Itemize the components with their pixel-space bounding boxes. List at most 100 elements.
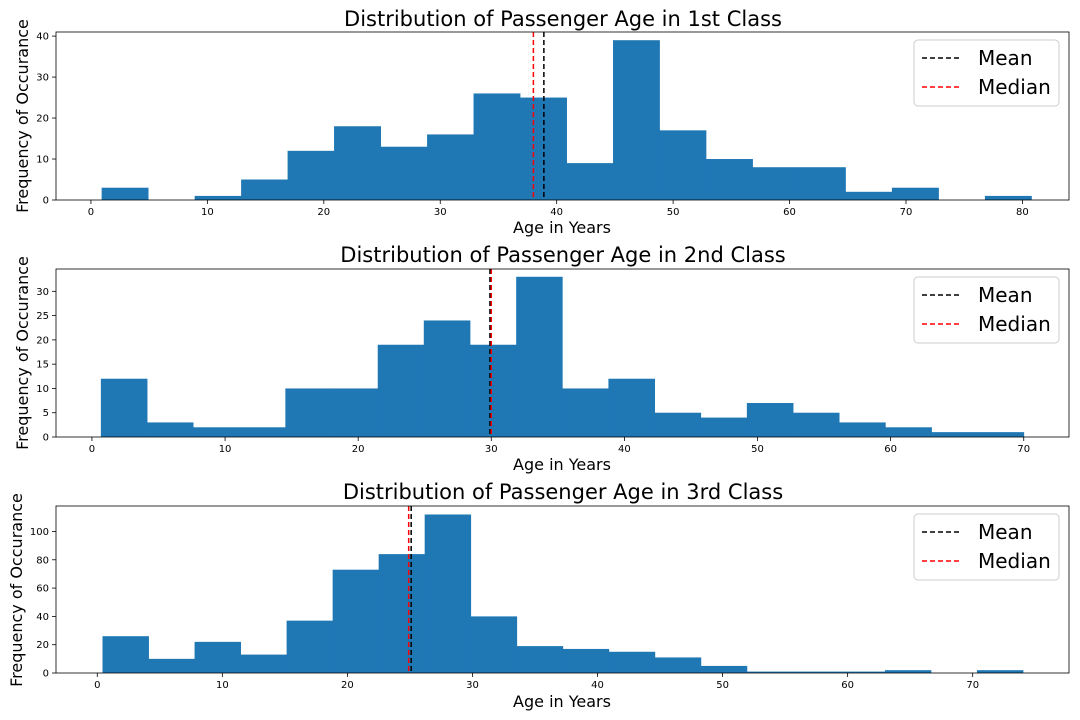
- histogram-bar: [147, 422, 194, 437]
- y-tick-label: 30: [36, 73, 49, 84]
- histogram-bar: [240, 654, 288, 673]
- y-tick-label: 80: [36, 555, 49, 566]
- x-axis-label: Age in Years: [513, 218, 611, 237]
- histogram-bar: [423, 320, 471, 437]
- x-tick-label: 40: [591, 680, 604, 691]
- histogram-bar: [746, 403, 794, 437]
- histogram-bar: [287, 150, 335, 200]
- histogram-bar: [798, 167, 846, 200]
- y-tick-label: 20: [36, 114, 49, 125]
- y-tick-label: 10: [36, 155, 49, 166]
- histogram-bar: [469, 344, 517, 437]
- x-tick-label: 40: [618, 444, 631, 455]
- histogram-bar: [845, 191, 893, 200]
- histogram-bar: [380, 146, 428, 200]
- histogram-bar: [700, 417, 748, 437]
- plot-frame: [55, 268, 1070, 438]
- histogram-bar: [654, 657, 702, 673]
- x-tick-label: 10: [201, 207, 214, 218]
- y-axis-label: Frequency of Occurance: [7, 493, 26, 687]
- x-tick-label: 40: [550, 207, 563, 218]
- histogram-bar: [101, 187, 149, 200]
- y-tick-label: 100: [30, 527, 49, 538]
- y-tick-label: 5: [43, 408, 49, 419]
- y-tick-label: 60: [36, 584, 49, 595]
- histogram-bar: [891, 187, 939, 200]
- x-tick-label: 80: [1016, 207, 1029, 218]
- x-tick-label: 0: [89, 444, 95, 455]
- y-axis-label: Frequency of Occurance: [13, 256, 32, 450]
- x-tick-label: 60: [884, 444, 897, 455]
- x-tick-label: 50: [751, 444, 764, 455]
- histogram-bar: [700, 665, 748, 673]
- legend: Mean Median: [913, 513, 1060, 581]
- histogram-bar: [839, 422, 886, 437]
- legend-mean-label: Mean: [978, 46, 1033, 70]
- y-tick-label: 25: [36, 311, 49, 322]
- histogram-bar: [470, 616, 518, 673]
- x-tick-label: 10: [216, 680, 229, 691]
- legend-median-label: Median: [978, 312, 1051, 336]
- histogram-bar: [286, 620, 334, 673]
- histogram-bar: [562, 648, 610, 673]
- histogram-bar: [705, 159, 753, 200]
- histogram-bar: [100, 378, 148, 437]
- x-tick-label: 30: [466, 680, 479, 691]
- x-tick-label: 30: [434, 207, 447, 218]
- x-tick-label: 20: [317, 207, 330, 218]
- histogram-bar: [792, 671, 840, 673]
- y-tick-label: 0: [43, 669, 49, 680]
- x-tick-label: 50: [667, 207, 680, 218]
- histogram-bar: [659, 130, 707, 200]
- y-tick-label: 10: [36, 384, 49, 395]
- histogram-bar: [378, 554, 426, 673]
- histogram-bar: [239, 427, 286, 437]
- chart-title: Distribution of Passenger Age in 3rd Cla…: [343, 480, 783, 504]
- x-axis-label: Age in Years: [513, 692, 611, 711]
- legend-median-label: Median: [978, 75, 1051, 99]
- histogram-bar: [331, 388, 379, 437]
- histogram-bar: [608, 651, 656, 673]
- histogram-bar: [424, 514, 472, 673]
- histogram-bar: [241, 179, 288, 200]
- x-tick-label: 20: [341, 680, 354, 691]
- histogram-bar: [752, 167, 800, 200]
- histogram-bar: [427, 134, 474, 200]
- histogram-bar: [793, 412, 840, 437]
- legend-mean-label: Mean: [978, 283, 1033, 307]
- y-tick-label: 30: [36, 287, 49, 298]
- histogram-bar: [654, 412, 702, 437]
- y-tick-label: 20: [36, 335, 49, 346]
- histogram-bar: [984, 195, 1032, 200]
- histogram-bar: [977, 432, 1025, 437]
- histogram-bar: [334, 126, 382, 200]
- legend-median-label: Median: [978, 549, 1051, 573]
- histogram-bar: [746, 671, 794, 673]
- histogram-bar: [566, 163, 614, 200]
- legend-mean-label: Mean: [978, 520, 1033, 544]
- panel-2nd-class: Distribution of Passenger Age in 2nd Cla…: [13, 243, 1070, 474]
- panel-1st-class: Distribution of Passenger Age in 1st Cla…: [13, 7, 1070, 237]
- y-tick-label: 20: [36, 640, 49, 651]
- histogram-bar: [473, 93, 521, 200]
- histogram-bar: [838, 671, 886, 673]
- histogram-bar: [516, 646, 564, 673]
- histogram-bar: [285, 388, 332, 437]
- y-tick-label: 40: [36, 612, 49, 623]
- chart-title: Distribution of Passenger Age in 2nd Cla…: [340, 243, 785, 267]
- chart-title: Distribution of Passenger Age in 1st Cla…: [344, 7, 782, 31]
- x-tick-label: 70: [1017, 444, 1030, 455]
- y-tick-label: 15: [36, 360, 49, 371]
- x-tick-label: 70: [966, 680, 979, 691]
- y-tick-label: 40: [36, 32, 49, 43]
- x-tick-label: 10: [219, 444, 232, 455]
- histogram-bar: [976, 670, 1024, 673]
- histogram-bar: [931, 432, 978, 437]
- plot-frame: [55, 31, 1070, 201]
- histogram-bar: [102, 636, 149, 673]
- plot-frame: [55, 505, 1070, 674]
- histogram-bar: [885, 427, 932, 437]
- legend: Mean Median: [913, 39, 1060, 107]
- histogram-bar: [377, 344, 425, 437]
